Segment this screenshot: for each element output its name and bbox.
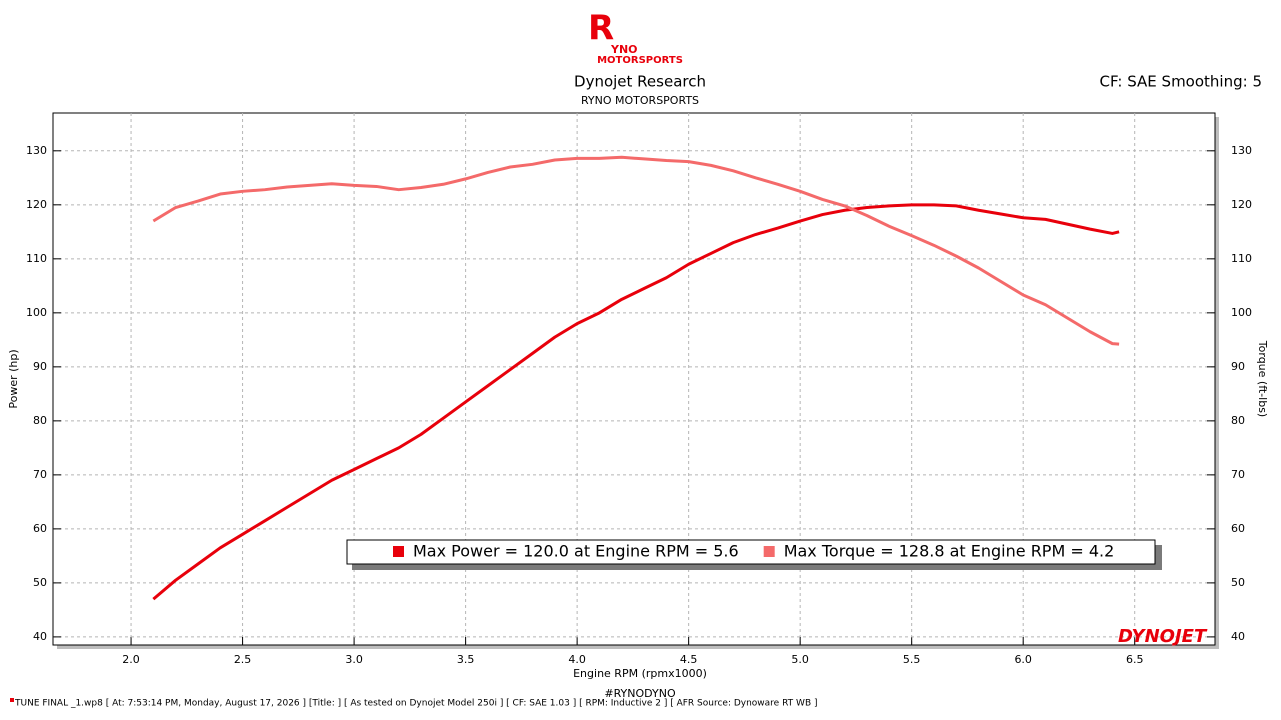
logo-top: YNO: [610, 43, 638, 56]
logo-mark: R: [588, 9, 614, 49]
y-tick-label: 110: [26, 252, 47, 265]
y2-tick-label: 100: [1231, 306, 1252, 319]
legend: [346, 539, 1156, 565]
x-tick-label: 4.5: [680, 653, 698, 666]
y2-tick-label: 120: [1231, 198, 1252, 211]
x-tick-label: 5.5: [903, 653, 921, 666]
legend-label: Max Torque = 128.8 at Engine RPM = 4.2: [784, 542, 1115, 561]
x-tick-label: 5.0: [791, 653, 809, 666]
y-tick-label: 50: [33, 576, 47, 589]
y-tick-label: 60: [33, 522, 47, 535]
y-tick-label: 90: [33, 360, 47, 373]
x-tick-label: 3.5: [457, 653, 475, 666]
y2-tick-label: 80: [1231, 414, 1245, 427]
y-axis-label: Power (hp): [7, 349, 20, 408]
series-line: [152, 155, 1120, 346]
y2-tick-label: 130: [1231, 144, 1252, 157]
y2-tick-label: 90: [1231, 360, 1245, 373]
x-tick-label: 2.5: [234, 653, 252, 666]
legend-swatch: [393, 546, 404, 557]
y-tick-label: 40: [33, 630, 47, 643]
chart-subtitle: RYNO MOTORSPORTS: [581, 94, 699, 107]
y-tick-label: 130: [26, 144, 47, 157]
y-tick-label: 80: [33, 414, 47, 427]
brand: DYNOJET: [1118, 626, 1208, 647]
x-tick-label: 3.0: [345, 653, 363, 666]
y2-axis-label: Torque (ft-lbs): [1256, 340, 1269, 417]
series-line: [152, 203, 1120, 601]
footer-info: TUNE FINAL _1.wp8 [ At: 7:53:14 PM, Mond…: [14, 699, 818, 709]
legend-swatch: [763, 546, 775, 557]
x-tick-label: 2.0: [122, 653, 140, 666]
y2-tick-label: 110: [1231, 252, 1252, 265]
x-tick-label: 4.0: [568, 653, 586, 666]
y2-tick-label: 70: [1231, 468, 1245, 481]
y-tick-label: 120: [26, 198, 47, 211]
x-axis-label: Engine RPM (rpmx1000): [573, 667, 707, 680]
footer-tag: #RYNODYNO: [604, 687, 676, 700]
y2-tick-label: 50: [1231, 576, 1245, 589]
y2-tick-label: 60: [1231, 522, 1245, 535]
chart-title: Dynojet Research: [574, 73, 706, 91]
x-tick-label: 6.5: [1126, 653, 1144, 666]
x-tick-label: 6.0: [1014, 653, 1032, 666]
legend-label: Max Power = 120.0 at Engine RPM = 5.6: [413, 542, 739, 561]
y2-tick-label: 40: [1231, 630, 1245, 643]
footer-marker: [10, 698, 14, 702]
y-tick-label: 70: [33, 468, 47, 481]
settings: CF: SAE Smoothing: 5: [1099, 73, 1262, 91]
logo-bottom: MOTORSPORTS: [597, 55, 683, 66]
y-tick-label: 100: [26, 306, 47, 319]
